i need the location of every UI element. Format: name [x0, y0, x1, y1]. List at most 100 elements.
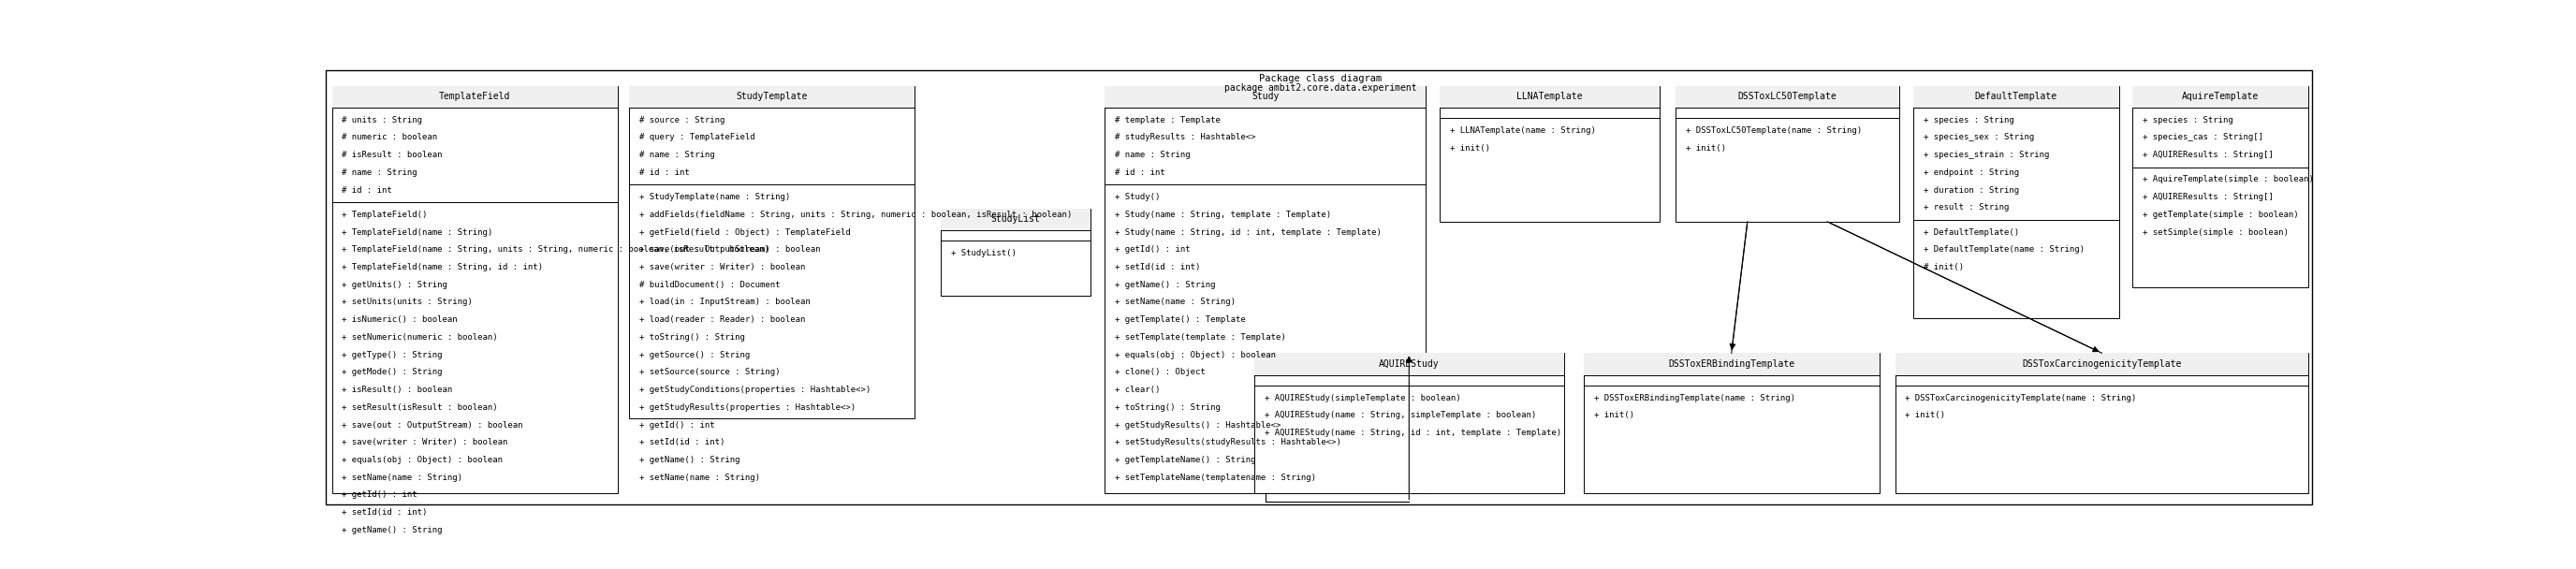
Text: + getId() : int: + getId() : int	[1115, 245, 1190, 254]
Text: + getTemplateName() : String: + getTemplateName() : String	[1115, 456, 1255, 464]
Bar	[1914, 86, 2117, 318]
Text: + toString() : String: + toString() : String	[639, 333, 744, 341]
Text: StudyTemplate: StudyTemplate	[737, 92, 809, 101]
Text: # name : String: # name : String	[1115, 151, 1190, 159]
Text: + species_cas : String[]: + species_cas : String[]	[2143, 133, 2264, 142]
Text: + getName() : String: + getName() : String	[1115, 281, 1216, 289]
Text: AQUIREStudy: AQUIREStudy	[1378, 360, 1440, 369]
Text: + isResult() : boolean: + isResult() : boolean	[343, 386, 453, 394]
Text: + AquireTemplate(simple : boolean): + AquireTemplate(simple : boolean)	[2143, 175, 2313, 184]
Text: + DefaultTemplate(name : String): + DefaultTemplate(name : String)	[1924, 245, 2084, 254]
Text: DefaultTemplate: DefaultTemplate	[1976, 92, 2058, 101]
Text: + getName() : String: + getName() : String	[639, 456, 739, 464]
Bar	[1674, 86, 1899, 222]
Text: TemplateField: TemplateField	[438, 92, 510, 101]
Text: + TemplateField(name : String): + TemplateField(name : String)	[343, 228, 492, 236]
Text: + clear(): + clear()	[1115, 386, 1159, 394]
Text: + Study(name : String, template : Template): + Study(name : String, template : Templa…	[1115, 211, 1332, 219]
Text: # studyResults : Hashtable<>: # studyResults : Hashtable<>	[1115, 133, 1255, 142]
Text: + DSSToxCarcinogenicityTemplate(name : String): + DSSToxCarcinogenicityTemplate(name : S…	[1906, 394, 2136, 402]
Text: + init(): + init()	[1595, 411, 1633, 419]
Text: AquireTemplate: AquireTemplate	[2182, 92, 2259, 101]
Text: + setName(name : String): + setName(name : String)	[343, 473, 464, 482]
Text: # id : int: # id : int	[343, 186, 392, 194]
Text: + getUnits() : String: + getUnits() : String	[343, 281, 448, 289]
Text: # source : String: # source : String	[639, 116, 724, 124]
Bar	[1105, 86, 1427, 108]
Text: + init(): + init()	[1450, 144, 1489, 152]
Text: + DSSToxERBindingTemplate(name : String): + DSSToxERBindingTemplate(name : String)	[1595, 394, 1795, 402]
Bar	[1896, 353, 2308, 493]
Text: + setName(name : String): + setName(name : String)	[1115, 298, 1236, 307]
Text: + StudyList(): + StudyList()	[951, 249, 1018, 257]
Text: + getSource() : String: + getSource() : String	[639, 351, 750, 359]
Text: + addFields(fieldName : String, units : String, numeric : boolean, isResult : bo: + addFields(fieldName : String, units : …	[639, 211, 1072, 219]
Text: + setTemplateName(templatename : String): + setTemplateName(templatename : String)	[1115, 473, 1316, 482]
Text: + AQUIREResults : String[]: + AQUIREResults : String[]	[2143, 193, 2275, 201]
Bar	[940, 208, 1090, 230]
Text: + save(writer : Writer) : boolean: + save(writer : Writer) : boolean	[343, 438, 507, 447]
Text: + DefaultTemplate(): + DefaultTemplate()	[1924, 228, 2020, 236]
Text: + getType() : String: + getType() : String	[343, 351, 443, 359]
Text: + setId(id : int): + setId(id : int)	[639, 438, 724, 447]
Bar	[629, 86, 914, 419]
Bar	[1896, 353, 2308, 375]
Text: + DSSToxLC50Template(name : String): + DSSToxLC50Template(name : String)	[1685, 126, 1862, 135]
Text: + init(): + init()	[1685, 144, 1726, 152]
Text: # id : int: # id : int	[1115, 168, 1164, 177]
Text: + Study(name : String, id : int, template : Template): + Study(name : String, id : int, templat…	[1115, 228, 1381, 236]
Bar	[1105, 86, 1427, 493]
Text: + duration : String: + duration : String	[1924, 186, 2020, 194]
Text: + AQUIREStudy(name : String, simpleTemplate : boolean): + AQUIREStudy(name : String, simpleTempl…	[1265, 411, 1535, 419]
Text: + getName() : String: + getName() : String	[343, 526, 443, 534]
Text: + setTemplate(template : Template): + setTemplate(template : Template)	[1115, 333, 1285, 341]
Text: + TemplateField(name : String, id : int): + TemplateField(name : String, id : int)	[343, 263, 544, 271]
Text: + getId() : int: + getId() : int	[639, 420, 716, 429]
Text: Package class diagram: Package class diagram	[1260, 73, 1381, 83]
Text: + species : String: + species : String	[1924, 116, 2014, 124]
Text: + setSimple(simple : boolean): + setSimple(simple : boolean)	[2143, 228, 2287, 236]
Text: + load(reader : Reader) : boolean: + load(reader : Reader) : boolean	[639, 316, 806, 324]
Text: + StudyTemplate(name : String): + StudyTemplate(name : String)	[639, 193, 791, 201]
Text: + getTemplate() : Template: + getTemplate() : Template	[1115, 316, 1244, 324]
Text: + setId(id : int): + setId(id : int)	[1115, 263, 1200, 271]
Text: + toString() : String: + toString() : String	[1115, 403, 1221, 411]
Text: + getStudyConditions(properties : Hashtable<>): + getStudyConditions(properties : Hashta…	[639, 386, 871, 394]
Text: package ambit2.core.data.experiment: package ambit2.core.data.experiment	[1224, 84, 1417, 93]
Bar	[332, 86, 618, 108]
Text: + clone() : Object: + clone() : Object	[1115, 368, 1206, 377]
Bar	[2133, 86, 2308, 108]
Text: + LLNATemplate(name : String): + LLNATemplate(name : String)	[1450, 126, 1597, 135]
Text: + init(): + init()	[1906, 411, 1945, 419]
Bar	[2133, 86, 2308, 287]
Text: + species : String: + species : String	[2143, 116, 2233, 124]
Text: + species_strain : String: + species_strain : String	[1924, 151, 2048, 159]
Text: + result : String: + result : String	[1924, 203, 2009, 212]
Bar	[1914, 86, 2117, 108]
Text: # isResult : boolean: # isResult : boolean	[343, 151, 443, 159]
Text: # buildDocument() : Document: # buildDocument() : Document	[639, 281, 781, 289]
Text: + TemplateField(): + TemplateField()	[343, 211, 428, 219]
Bar	[1674, 86, 1899, 108]
Bar	[1440, 86, 1659, 108]
Text: + setResult(isResult : boolean): + setResult(isResult : boolean)	[343, 403, 497, 411]
Text: + TemplateField(name : String, units : String, numeric : boolean, isResult : boo: + TemplateField(name : String, units : S…	[343, 245, 770, 254]
Text: # init(): # init()	[1924, 263, 1963, 271]
Text: + setStudyResults(studyResults : Hashtable<>): + setStudyResults(studyResults : Hashtab…	[1115, 438, 1342, 447]
Bar	[1255, 353, 1564, 493]
Text: + Study(): + Study()	[1115, 193, 1159, 201]
Text: StudyList: StudyList	[992, 215, 1041, 224]
Text: + species_sex : String: + species_sex : String	[1924, 133, 2035, 142]
Text: + getField(field : Object) : TemplateField: + getField(field : Object) : TemplateFie…	[639, 228, 850, 236]
Text: # query : TemplateField: # query : TemplateField	[639, 133, 755, 142]
Text: + save(writer : Writer) : boolean: + save(writer : Writer) : boolean	[639, 263, 806, 271]
Text: + setSource(source : String): + setSource(source : String)	[639, 368, 781, 377]
Text: # id : int: # id : int	[639, 168, 690, 177]
Text: # numeric : boolean: # numeric : boolean	[343, 133, 438, 142]
Text: # template : Template: # template : Template	[1115, 116, 1221, 124]
Bar	[1440, 86, 1659, 222]
Text: + getStudyResults(properties : Hashtable<>): + getStudyResults(properties : Hashtable…	[639, 403, 855, 411]
Text: DSSToxERBindingTemplate: DSSToxERBindingTemplate	[1669, 360, 1795, 369]
Text: + setId(id : int): + setId(id : int)	[343, 508, 428, 517]
Text: + getMode() : String: + getMode() : String	[343, 368, 443, 377]
